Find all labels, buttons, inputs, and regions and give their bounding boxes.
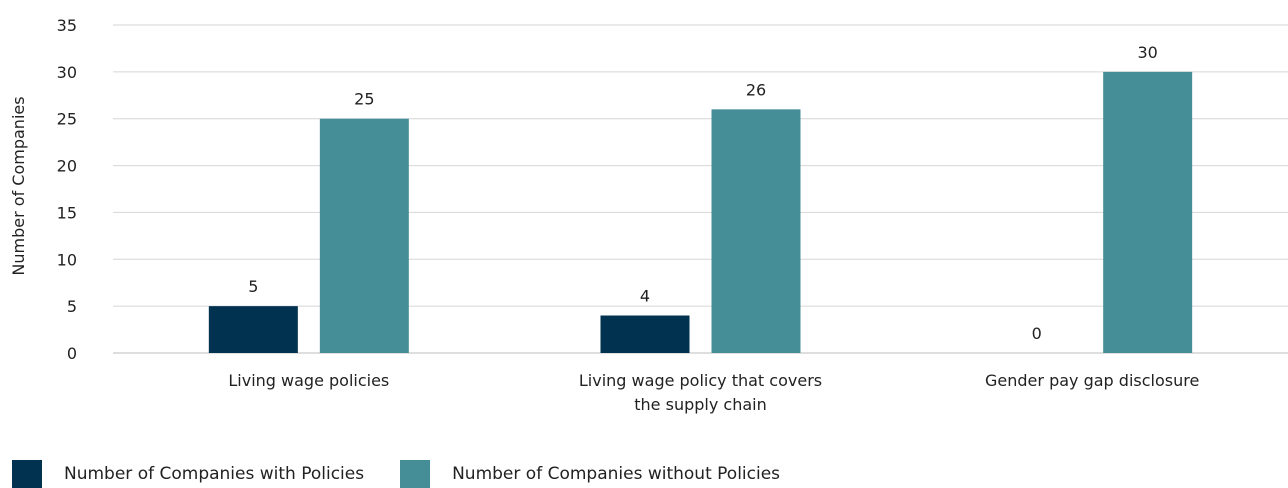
legend-item-with-policies: Number of Companies with Policies: [12, 460, 364, 488]
category-label: Living wage policy that covers: [579, 371, 822, 390]
legend-label-without-policies: Number of Companies without Policies: [452, 464, 781, 484]
category-label: Living wage policies: [228, 371, 389, 390]
y-axis-ticks: 0 5 10 15 20 25 30 35: [57, 16, 77, 363]
gridlines: [113, 24, 1288, 354]
legend-label-with-policies: Number of Companies with Policies: [64, 464, 365, 484]
bar-with-policies: [208, 306, 298, 353]
legend-swatch-without-policies: [400, 460, 431, 488]
data-label: 5: [248, 277, 258, 296]
y-axis-label: Number of Companies: [9, 96, 28, 275]
bar-chart: 0 5 10 15 20 25 30 35 Number of Companies 5 25 4 2…: [9, 16, 1288, 414]
legend-swatch-with-policies: [12, 460, 42, 488]
y-tick-label: 20: [57, 157, 77, 176]
category-label: Gender pay gap disclosure: [985, 371, 1199, 390]
y-tick-label: 35: [57, 16, 77, 35]
bars: [208, 71, 1193, 353]
data-labels: 5 25 4 26 0 30: [248, 43, 1158, 343]
y-tick-label: 10: [57, 250, 77, 269]
bar-with-policies: [600, 315, 690, 353]
y-tick-label: 15: [57, 203, 77, 222]
bar-without-policies: [319, 118, 409, 353]
category-label: the supply chain: [634, 395, 766, 414]
bar-without-policies: [1103, 71, 1193, 353]
data-label: 30: [1137, 43, 1157, 62]
data-label: 4: [640, 287, 650, 306]
category-labels: Living wage policies Living wage policy t…: [228, 371, 1199, 414]
data-label: 25: [354, 90, 374, 109]
bar-without-policies: [711, 109, 801, 353]
y-tick-label: 30: [57, 63, 77, 82]
y-tick-label: 0: [67, 344, 77, 363]
y-tick-label: 5: [67, 297, 77, 316]
legend: Number of Companies with Policies Number…: [12, 460, 816, 488]
legend-item-without-policies: Number of Companies without Policies: [400, 460, 780, 488]
data-label: 26: [746, 80, 766, 99]
y-tick-label: 25: [57, 110, 77, 129]
data-label: 0: [1032, 324, 1042, 343]
